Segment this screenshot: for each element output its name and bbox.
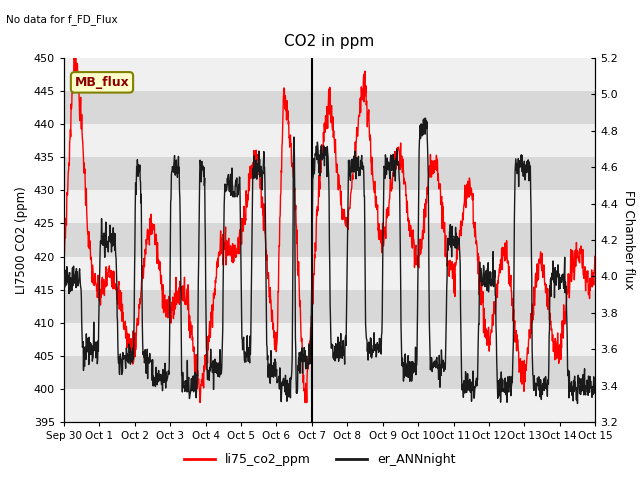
Bar [64,323,595,356]
Bar [64,58,595,91]
Bar [64,389,595,422]
li75_co2_ppm [286,138,294,144]
er_ANNnight [123,348,131,354]
li75_co2_ppm [196,400,204,406]
Bar [64,190,595,223]
li75_co2_ppm [591,270,599,276]
Bar [64,124,595,157]
er_ANNnight [101,241,109,247]
Line: er_ANNnight: er_ANNnight [64,118,595,404]
Y-axis label: LI7500 CO2 (ppm): LI7500 CO2 (ppm) [15,186,28,294]
er_ANNnight [306,361,314,367]
Bar [64,257,595,290]
Title: CO2 in ppm: CO2 in ppm [284,35,375,49]
er_ANNnight [591,382,599,387]
li75_co2_ppm [363,106,371,111]
er_ANNnight [60,272,68,278]
Line: li75_co2_ppm: li75_co2_ppm [64,58,595,403]
Y-axis label: FD Chamber flux: FD Chamber flux [621,190,635,290]
li75_co2_ppm [70,55,78,60]
er_ANNnight [573,401,581,407]
li75_co2_ppm [297,335,305,340]
li75_co2_ppm [307,325,314,331]
er_ANNnight [362,334,370,340]
Legend: li75_co2_ppm, er_ANNnight: li75_co2_ppm, er_ANNnight [179,448,461,471]
Text: MB_flux: MB_flux [75,76,129,89]
er_ANNnight [422,115,429,121]
er_ANNnight [296,350,304,356]
li75_co2_ppm [60,241,68,247]
li75_co2_ppm [102,283,109,289]
er_ANNnight [285,382,293,388]
Text: No data for f_FD_Flux: No data for f_FD_Flux [6,14,118,25]
li75_co2_ppm [124,345,131,351]
